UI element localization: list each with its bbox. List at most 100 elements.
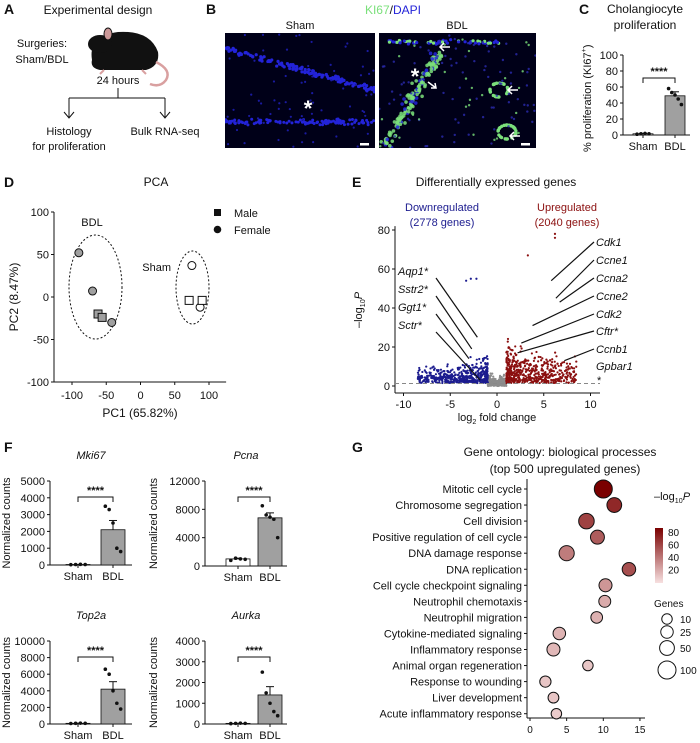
volcano-point-up — [541, 357, 544, 360]
color-legend-tick: 60 — [668, 541, 680, 552]
volcano-point-up — [567, 381, 570, 385]
volcano-point-up — [520, 347, 523, 350]
nucleus-dot — [523, 103, 526, 107]
nucleus-dot — [335, 135, 338, 138]
volcano-point-up — [540, 378, 543, 381]
volcano-point-up — [517, 376, 521, 379]
nucleus-dot — [225, 118, 228, 122]
volcano-point-down — [447, 380, 450, 383]
nucleus-dot — [311, 69, 315, 73]
nucleus-dot — [436, 55, 439, 58]
volcano-point-up — [515, 372, 518, 376]
volcano-point-ns — [502, 384, 505, 387]
nucleus-dot — [273, 99, 276, 102]
nucleus-dot — [376, 148, 380, 152]
nucleus-dot — [300, 114, 303, 118]
nucleus-dot — [254, 121, 258, 125]
nucleus-dot — [448, 34, 451, 37]
nucleus-dot — [440, 61, 444, 65]
volcano-point-down — [469, 380, 472, 383]
nucleus-dot — [354, 83, 357, 87]
nucleus-dot — [281, 64, 285, 68]
nucleus-dot — [445, 41, 450, 45]
nucleus-dot — [325, 120, 329, 124]
nucleus-dot — [404, 100, 408, 104]
nucleus-dot — [503, 77, 507, 80]
volcano-point-down — [417, 369, 420, 372]
nucleus-dot — [414, 79, 419, 83]
volcano-point-up — [569, 375, 572, 378]
bar-chart-4: 0 4000 8000 12000 Sham BDL **** Pcna — [169, 450, 287, 584]
data-point — [78, 721, 83, 725]
nucleus-dot — [429, 39, 433, 44]
nucleus-dot — [407, 81, 410, 84]
go-bubble — [598, 578, 613, 593]
significance-stars: **** — [87, 645, 105, 657]
volcano-point-up — [528, 364, 531, 367]
nucleus-dot — [403, 121, 407, 125]
volcano-point-up — [572, 375, 575, 379]
volcano-point-up — [551, 369, 554, 372]
volcano-point-down — [482, 370, 485, 373]
nucleus-dot — [469, 41, 472, 44]
nucleus-dot — [468, 98, 472, 102]
nucleus-dot — [382, 141, 385, 145]
y-tick-label: 20 — [606, 114, 618, 126]
nucleus-dot — [304, 132, 307, 135]
volcano-point-up — [541, 363, 545, 367]
volcano-point-up — [566, 376, 569, 379]
nucleus-dot — [498, 135, 503, 139]
nucleus-dot — [414, 96, 419, 100]
go-term-label: Chromosome segregation — [395, 500, 522, 512]
downregulated-label: Downregulated — [405, 202, 479, 214]
volcano-point-down — [418, 375, 421, 378]
nucleus-dot — [329, 76, 333, 81]
significance-bracket — [237, 496, 271, 502]
outcome-rnaseq: Bulk RNA-seq — [130, 126, 199, 138]
volcano-point-up — [549, 359, 552, 362]
color-legend-bar — [655, 528, 663, 583]
nucleus-dot — [244, 120, 248, 124]
nucleus-dot — [296, 120, 300, 124]
nucleus-dot — [525, 41, 528, 44]
nucleus-dot — [336, 118, 340, 122]
volcano-point-up — [538, 381, 541, 385]
volcano-point-down — [479, 374, 482, 377]
size-legend-circle — [661, 613, 673, 625]
nucleus-dot — [488, 41, 493, 45]
nucleus-dot — [400, 83, 403, 86]
volcano-point-up — [559, 362, 563, 366]
size-legend-title: Genes — [654, 599, 683, 610]
y-tick-label: 40 — [378, 303, 390, 315]
cluster-label-bdl: BDL — [81, 217, 102, 229]
x-tick-label: Sham — [224, 730, 253, 742]
bar-chart-5: 0 2000 4000 6000 8000 10000 Sham BDL **** Top2a — [14, 610, 132, 742]
nucleus-dot — [226, 143, 230, 146]
nucleus-dot — [485, 44, 489, 48]
significance-bracket — [642, 77, 676, 83]
go-term-label: Neutrophil migration — [424, 612, 522, 624]
data-point — [639, 132, 643, 136]
nucleus-dot — [295, 34, 298, 37]
groups-label: Sham/BDL — [15, 54, 68, 66]
y-tick-label: 50 — [37, 250, 49, 262]
nucleus-dot — [462, 113, 466, 117]
volcano-point-down — [475, 358, 478, 361]
nucleus-dot — [366, 132, 369, 135]
y-tick-label: 2000 — [21, 702, 45, 714]
nucleus-dot — [395, 40, 399, 44]
y-axis-label: Normalized counts — [148, 636, 160, 728]
nucleus-dot — [274, 119, 278, 123]
volcano-point-ns — [489, 374, 493, 377]
y-tick-label: 8000 — [21, 653, 45, 665]
volcano-point-up — [547, 376, 550, 379]
volcano-point-up — [532, 359, 535, 363]
volcano-point-down — [451, 378, 455, 381]
duration-label: 24 hours — [97, 75, 140, 87]
volcano-point-down — [454, 377, 457, 381]
nucleus-dot — [467, 103, 471, 107]
volcano-point-up — [505, 359, 508, 362]
data-point — [272, 709, 276, 714]
data-point — [78, 562, 83, 567]
nucleus-dot — [346, 42, 349, 45]
